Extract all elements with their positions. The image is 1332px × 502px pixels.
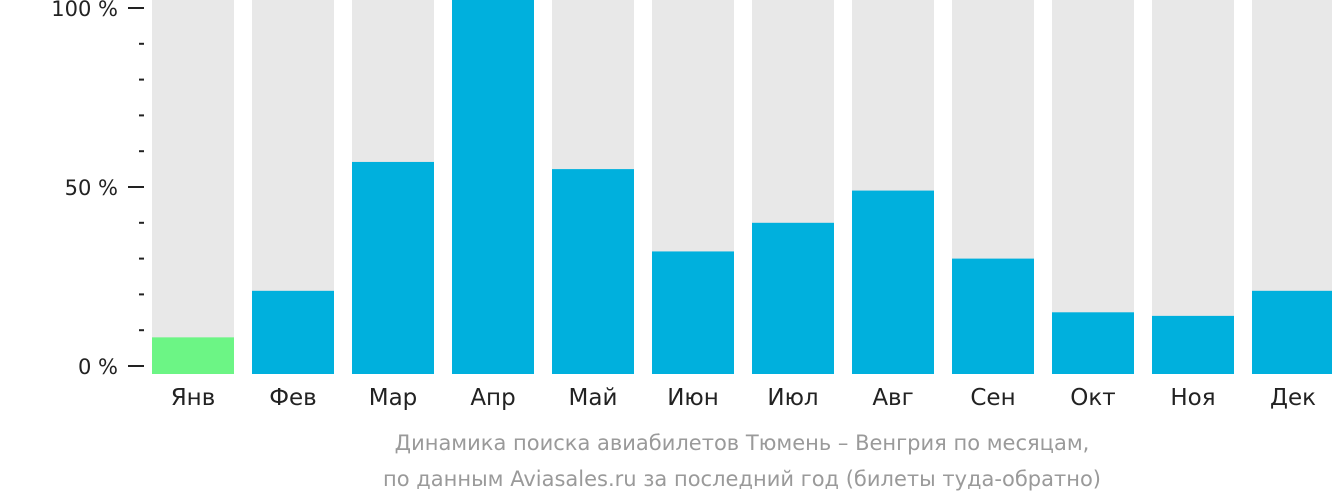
bar-background-10 [1152, 0, 1234, 374]
x-tick-label-10: Ноя [1170, 385, 1215, 411]
x-tick-label-6: Июл [767, 385, 818, 411]
bar-8 [952, 258, 1034, 374]
x-tick-label-5: Июн [667, 385, 719, 411]
y-tick-label-2: 100 % [51, 0, 118, 21]
x-tick-label-11: Дек [1270, 385, 1316, 411]
bar-7 [852, 190, 934, 374]
x-tick-label-4: Май [569, 385, 618, 411]
y-tick-label-1: 50 % [65, 176, 118, 200]
bar-3 [452, 0, 534, 374]
x-tick-label-1: Фев [269, 385, 317, 411]
x-tick-label-8: Сен [970, 385, 1015, 411]
bar-1 [252, 290, 334, 374]
bar-2 [352, 161, 434, 374]
chart-caption-line-1: Динамика поиска авиабилетов Тюмень – Вен… [394, 431, 1090, 455]
x-tick-label-7: Авг [872, 385, 913, 411]
chart-caption-line-2: по данным Aviasales.ru за последний год … [383, 467, 1101, 491]
bar-9 [1052, 312, 1134, 374]
bar-6 [752, 222, 834, 374]
bar-chart: 0 % 50 % 100 % Янв Фев Мар Апр Май Июн Июл Авг Сен О… [51, 0, 1332, 411]
x-tick-label-9: Окт [1070, 385, 1115, 411]
x-tick-label-2: Мар [369, 385, 418, 411]
bar-5 [652, 251, 734, 374]
y-tick-label-0: 0 % [78, 355, 118, 379]
bar-11 [1252, 290, 1332, 374]
bar-4 [552, 169, 634, 374]
bar-0 [152, 337, 234, 374]
bar-10 [1152, 315, 1234, 374]
bar-background-9 [1052, 0, 1134, 374]
x-tick-label-0: Янв [171, 385, 216, 411]
bar-background-0 [152, 0, 234, 374]
x-tick-label-3: Апр [470, 385, 515, 411]
